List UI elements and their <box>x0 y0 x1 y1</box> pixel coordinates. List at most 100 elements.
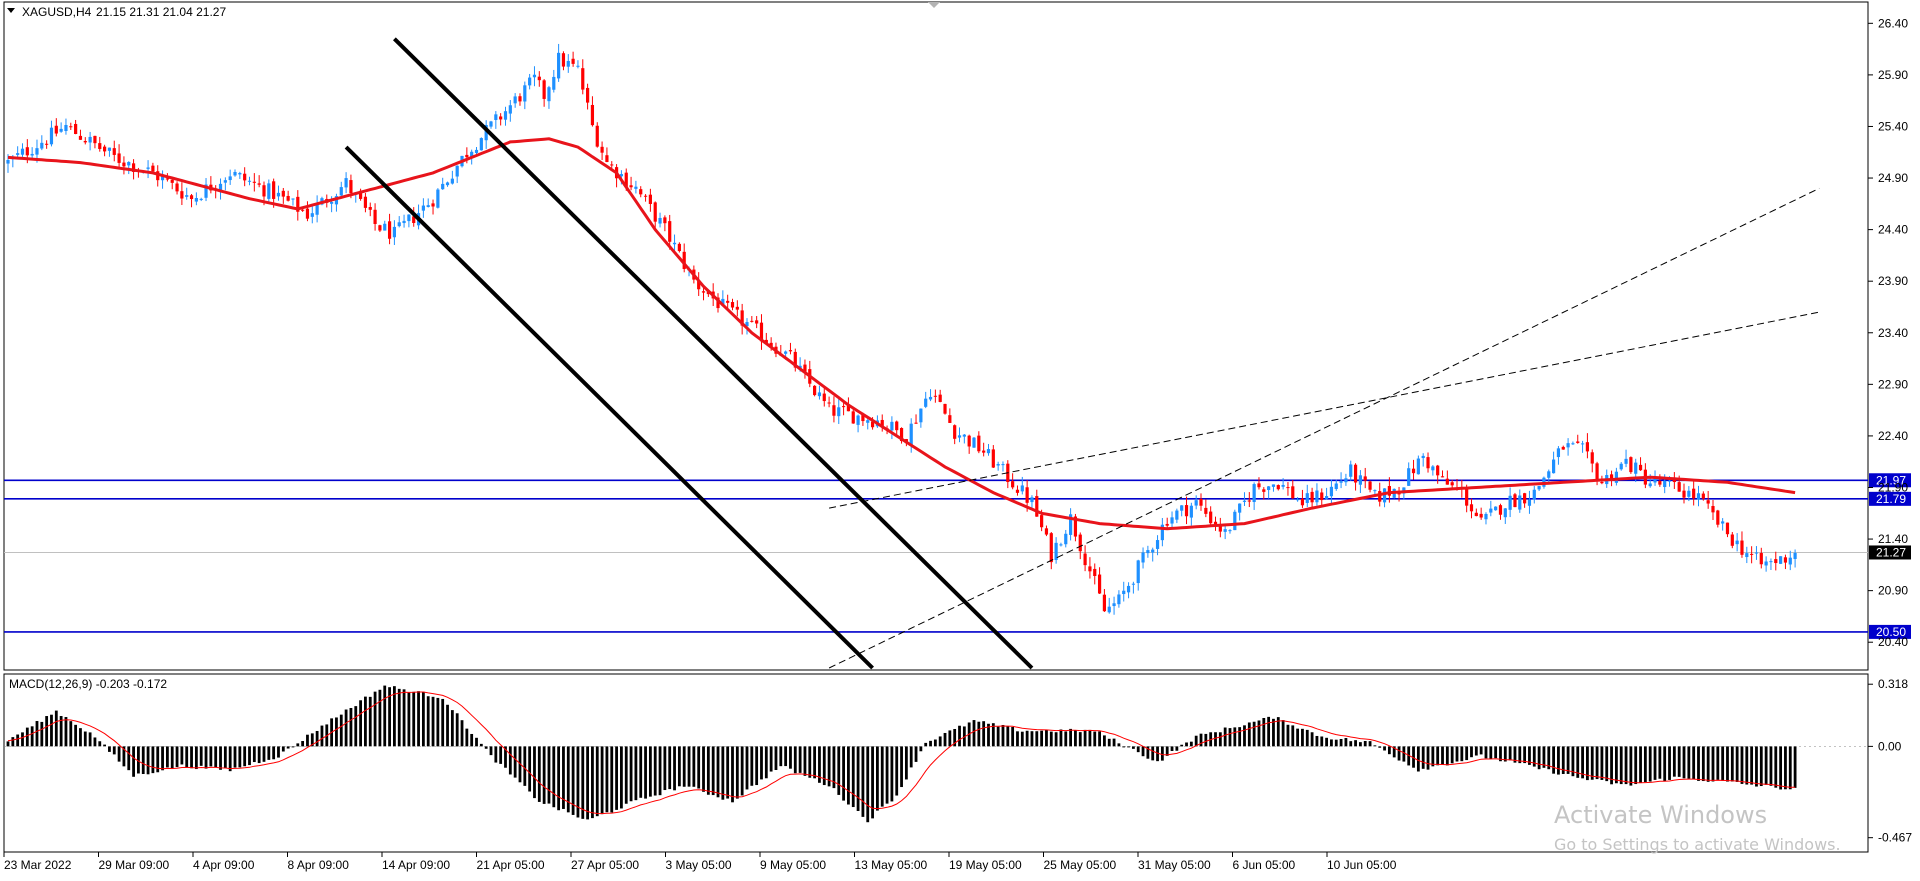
macd-bar <box>436 697 440 747</box>
macd-bar <box>847 746 850 805</box>
candle-body <box>1518 495 1522 510</box>
macd-bar <box>1040 730 1044 747</box>
candle-body <box>1556 448 1561 458</box>
macd-bar <box>21 732 24 747</box>
macd-bar <box>837 746 841 795</box>
candle-body <box>1030 497 1034 503</box>
macd-bar <box>1189 741 1193 747</box>
chevron-down-icon[interactable] <box>928 2 940 8</box>
triangle-down-icon[interactable] <box>7 8 15 13</box>
candle-body <box>1296 499 1300 501</box>
macd-bar <box>793 746 797 774</box>
macd-bar <box>658 746 662 796</box>
candle-body <box>1267 486 1271 491</box>
candle-body <box>1078 534 1082 552</box>
moving-average <box>7 137 1796 531</box>
macd-bar <box>83 731 87 747</box>
candle-body <box>716 297 720 309</box>
candle-body <box>1508 495 1512 510</box>
candle-body <box>735 306 739 310</box>
candle-body <box>1141 552 1145 563</box>
macd-bar <box>948 730 952 747</box>
macd-bar <box>615 746 618 810</box>
macd-bar <box>1697 746 1700 781</box>
axes: 26.40 25.90 25.40 24.90 24.40 23.90 23.40 22.90… <box>3 16 1912 872</box>
macd-bar <box>11 737 15 747</box>
macd-bar <box>407 692 411 747</box>
candle-body <box>537 76 541 81</box>
macd-bar <box>629 746 633 802</box>
candle-body <box>1044 528 1049 535</box>
macd-bar <box>1745 746 1749 785</box>
macd-bar <box>1305 729 1309 747</box>
macd-bar <box>909 746 913 768</box>
candle-body <box>610 164 614 166</box>
macd-bar <box>1643 746 1647 783</box>
macd-bar <box>1218 732 1222 747</box>
macd-bar <box>1359 742 1362 747</box>
candle-body <box>421 205 425 211</box>
candle-body <box>1218 525 1222 532</box>
candle-body <box>1059 544 1063 546</box>
candle-body <box>518 96 522 102</box>
candle-body <box>851 411 855 424</box>
macd-bar <box>1600 746 1604 780</box>
candle-body <box>1238 503 1242 513</box>
macd-bar <box>731 746 734 803</box>
y-tick-label: 23.40 <box>1878 326 1908 340</box>
candle-body <box>1469 504 1474 512</box>
y-tick-label: 26.40 <box>1878 16 1908 30</box>
candle-body <box>64 124 68 131</box>
macd-bar <box>98 741 102 747</box>
level-tag-label: 21.79 <box>1876 492 1906 506</box>
candle-body <box>996 464 1000 466</box>
candle-body <box>470 151 474 158</box>
x-tick-label: 3 May 05:00 <box>666 858 732 872</box>
macd-bar <box>1648 746 1652 782</box>
macd-bar <box>1049 731 1053 747</box>
macd-bar <box>1508 746 1512 761</box>
candle-body <box>605 155 609 163</box>
macd-bar <box>1711 746 1715 782</box>
macd-bar <box>209 746 213 767</box>
candle-body <box>817 392 822 397</box>
macd-bar <box>900 746 903 788</box>
macd-bar <box>1354 740 1357 747</box>
macd-bar <box>769 746 773 772</box>
macd-bar <box>1634 746 1638 785</box>
macd-bar <box>774 746 778 770</box>
candle-body <box>648 194 652 204</box>
macd-bar <box>1537 746 1541 770</box>
macd-bar <box>1276 717 1280 747</box>
candle-body <box>1073 516 1078 537</box>
dashed-trendline <box>828 187 1820 669</box>
macd-bar <box>735 746 739 799</box>
macd-bar <box>1614 746 1618 784</box>
macd-bar <box>132 746 135 777</box>
candle-body <box>199 198 203 200</box>
candle-body <box>1745 553 1749 558</box>
macd-bar <box>1759 746 1763 787</box>
macd-bar <box>1175 746 1179 751</box>
candle-body <box>1450 482 1454 486</box>
candle-body <box>499 116 503 120</box>
candle-body <box>503 111 508 120</box>
candle-body <box>523 85 527 102</box>
macd-bar <box>779 746 783 767</box>
candle-body <box>363 196 368 208</box>
y-tick-label: 21.40 <box>1878 532 1908 546</box>
macd-bar <box>1074 730 1077 747</box>
candle-body <box>528 77 532 86</box>
macd-bar <box>223 746 227 769</box>
candle-body <box>1353 464 1358 483</box>
macd-bar <box>682 746 686 787</box>
macd-bar <box>595 746 599 817</box>
candle-body <box>1711 506 1715 513</box>
candle-body <box>1228 530 1232 532</box>
macd-bar <box>431 696 435 747</box>
macd-bar <box>562 746 565 809</box>
macd-bar <box>726 746 730 799</box>
macd-bar <box>1455 746 1459 762</box>
